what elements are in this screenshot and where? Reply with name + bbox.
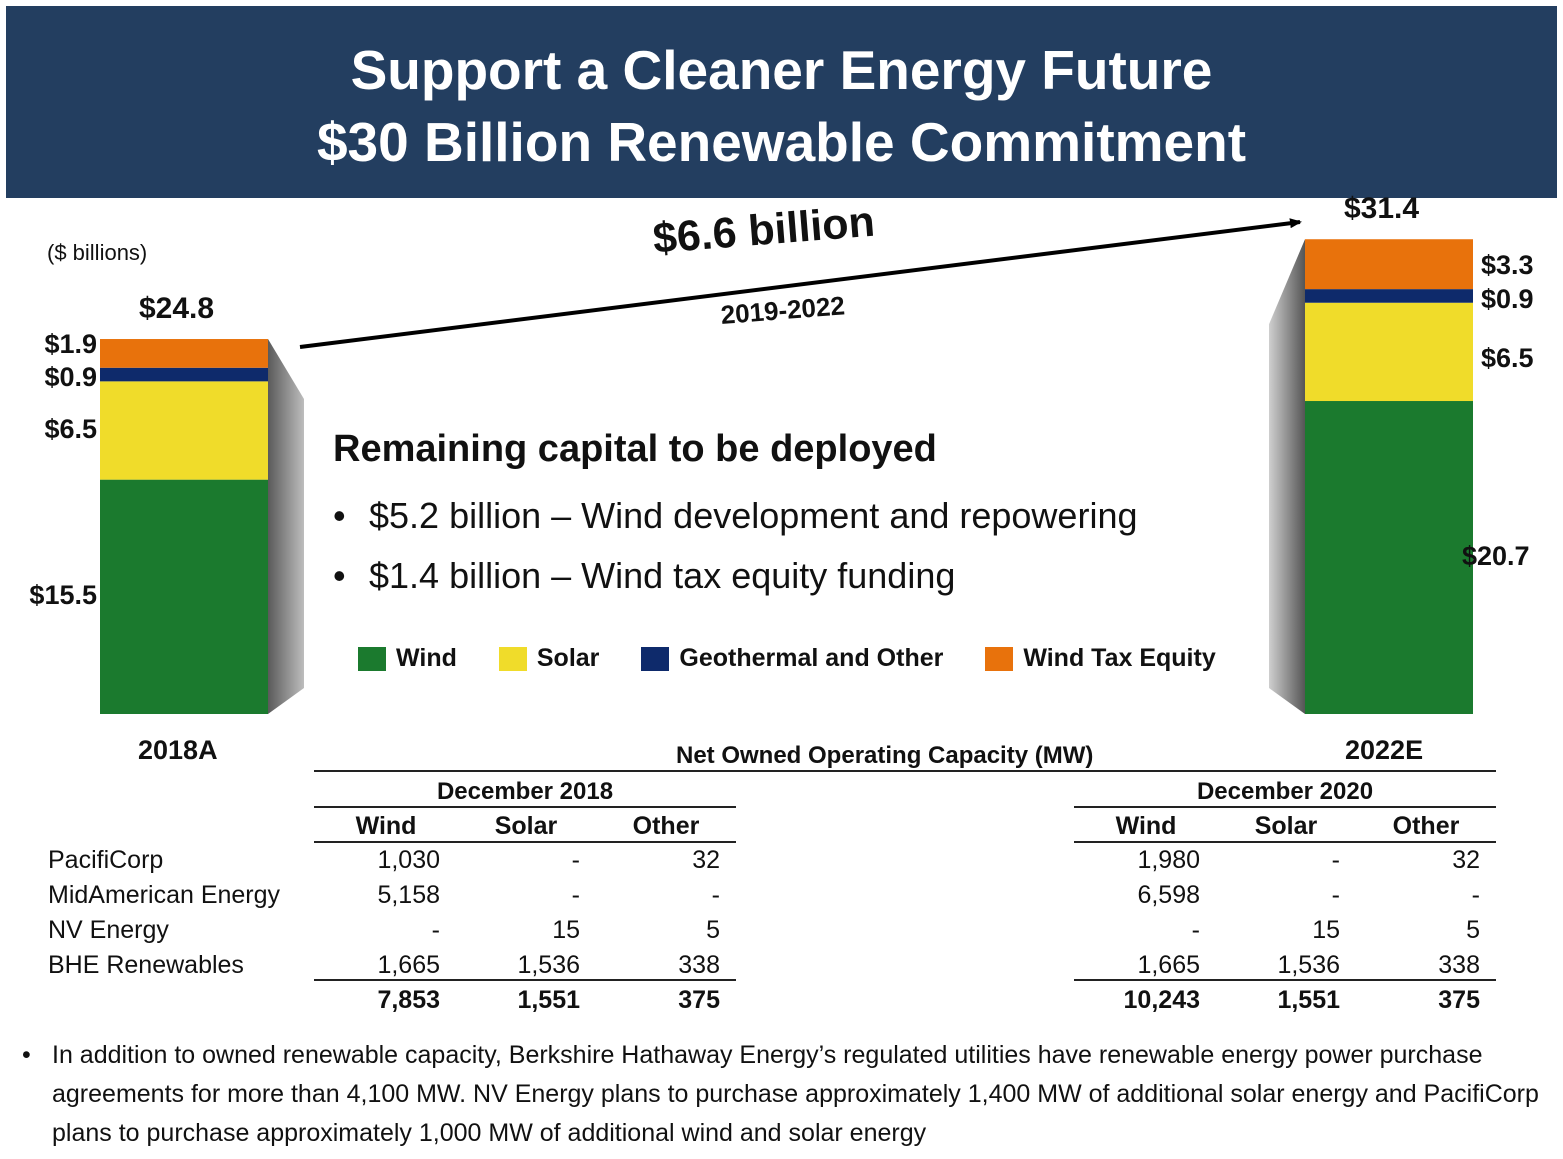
column-header: Wind <box>1115 812 1177 840</box>
table-cell: - <box>711 881 720 909</box>
table-cell: 5 <box>706 916 720 944</box>
bar-segment-wind-2018A <box>100 479 268 714</box>
value-label-2022E-1: $6.5 <box>1481 342 1534 373</box>
table-cell: - <box>1331 881 1340 909</box>
column-header: Solar <box>494 812 558 840</box>
bar-segment-solar-2018A <box>100 381 268 480</box>
header-rule <box>314 841 736 843</box>
table-cell: 15 <box>552 916 580 944</box>
total-rule <box>1074 979 1496 981</box>
bar-segment-solar-2022E <box>1305 302 1473 402</box>
group-rule <box>1074 806 1496 808</box>
header-rule <box>1074 841 1496 843</box>
row-label: PacifiCorp <box>48 846 164 874</box>
column-header: Wind <box>355 812 417 840</box>
table-cell: 338 <box>1438 951 1480 979</box>
value-label-2022E-0: $20.7 <box>1462 540 1530 571</box>
table-cell: 338 <box>678 951 720 979</box>
table-total-cell: 375 <box>1438 986 1480 1014</box>
table-cell: 1,536 <box>1277 951 1340 979</box>
legend-item-wind: Wind <box>358 644 457 673</box>
table-top-rule <box>314 770 1496 772</box>
column-header: Solar <box>1254 812 1318 840</box>
table-cell: 5,158 <box>377 881 440 909</box>
table-total-cell: 1,551 <box>1277 986 1340 1014</box>
table-cell: 1,030 <box>377 846 440 874</box>
table-total-cell: 375 <box>678 986 720 1014</box>
table-cell: - <box>1191 916 1200 944</box>
table-cell: 1,536 <box>517 951 580 979</box>
bar-segment-geothermal-and-other-2018A <box>100 367 268 382</box>
growth-arrow <box>299 218 1302 349</box>
table-total-cell: 1,551 <box>517 986 580 1014</box>
table-cell: - <box>1471 881 1480 909</box>
value-label-2022E-3: $3.3 <box>1481 250 1534 281</box>
value-label-2018A-0: $15.5 <box>29 579 97 610</box>
chart-legend: Wind Solar Geothermal and Other Wind Tax… <box>358 644 1258 673</box>
table-cell: 32 <box>1452 846 1480 874</box>
legend-swatch <box>498 646 527 671</box>
bar-shadow <box>1269 239 1305 714</box>
table-cell: - <box>571 846 580 874</box>
bar-segment-wind-tax-equity-2022E <box>1305 239 1473 290</box>
table-cell: 6,598 <box>1137 881 1200 909</box>
row-label: NV Energy <box>48 916 169 944</box>
group-header-2020: December 2020 <box>1196 778 1374 805</box>
legend-item-geothermal: Geothermal and Other <box>641 644 943 673</box>
total-label-2022E: $31.4 <box>1344 192 1420 226</box>
table-title: Net Owned Operating Capacity (MW) <box>676 742 1094 769</box>
legend-item-tax-equity: Wind Tax Equity <box>985 644 1216 673</box>
table-cell: - <box>431 916 440 944</box>
title-banner: Support a Cleaner Energy Future $30 Bill… <box>6 6 1557 198</box>
x-label-2018: 2018A <box>138 735 218 765</box>
table-cell: - <box>571 881 580 909</box>
legend-swatch <box>358 646 386 671</box>
value-label-2018A-1: $6.5 <box>44 413 97 444</box>
table-total-cell: 10,243 <box>1123 986 1200 1014</box>
bar-shadow <box>268 339 304 714</box>
remaining-bullet-1: • $5.2 billion – Wind development and rep… <box>333 495 1138 536</box>
remaining-title: Remaining capital to be deployed <box>333 428 937 470</box>
table-cell: 32 <box>692 846 720 874</box>
footnote-text: In addition to owned renewable capacity,… <box>52 1041 1539 1147</box>
table-total-cell: 7,853 <box>377 986 440 1014</box>
bar-segment-wind-tax-equity-2018A <box>100 339 268 368</box>
table-cell: 1,665 <box>377 951 440 979</box>
footnote: • In addition to owned renewable capacit… <box>22 1036 1542 1153</box>
table-cell: - <box>1331 846 1340 874</box>
legend-swatch <box>641 646 670 671</box>
row-label: MidAmerican Energy <box>48 881 281 909</box>
bar-segment-wind-2022E <box>1305 401 1473 714</box>
row-label: BHE Renewables <box>48 951 244 979</box>
table-cell: 1,980 <box>1137 846 1200 874</box>
value-label-2022E-2: $0.9 <box>1481 283 1534 314</box>
title-line-2: $30 Billion Renewable Commitment <box>316 111 1247 173</box>
x-label-2022: 2022E <box>1345 735 1424 765</box>
table-cell: 5 <box>1466 916 1480 944</box>
legend-swatch <box>985 646 1014 671</box>
value-label-2018A-3: $1.9 <box>44 329 97 360</box>
table-cell: 1,665 <box>1137 951 1200 979</box>
title-line-1: Support a Cleaner Energy Future <box>350 39 1213 101</box>
remaining-bullet-2: • $1.4 billion – Wind tax equity funding <box>333 555 956 596</box>
group-header-2018: December 2018 <box>436 778 614 805</box>
total-label-2018A: $24.8 <box>139 292 215 326</box>
units-label: ($ billions) <box>47 240 148 265</box>
table-cell: 15 <box>1312 916 1340 944</box>
group-rule <box>314 806 736 808</box>
column-header: Other <box>1392 812 1460 840</box>
column-header: Other <box>632 812 700 840</box>
legend-item-solar: Solar <box>498 644 599 673</box>
bar-segment-geothermal-and-other-2022E <box>1305 289 1473 303</box>
total-rule <box>314 979 736 981</box>
value-label-2018A-2: $0.9 <box>44 361 97 392</box>
